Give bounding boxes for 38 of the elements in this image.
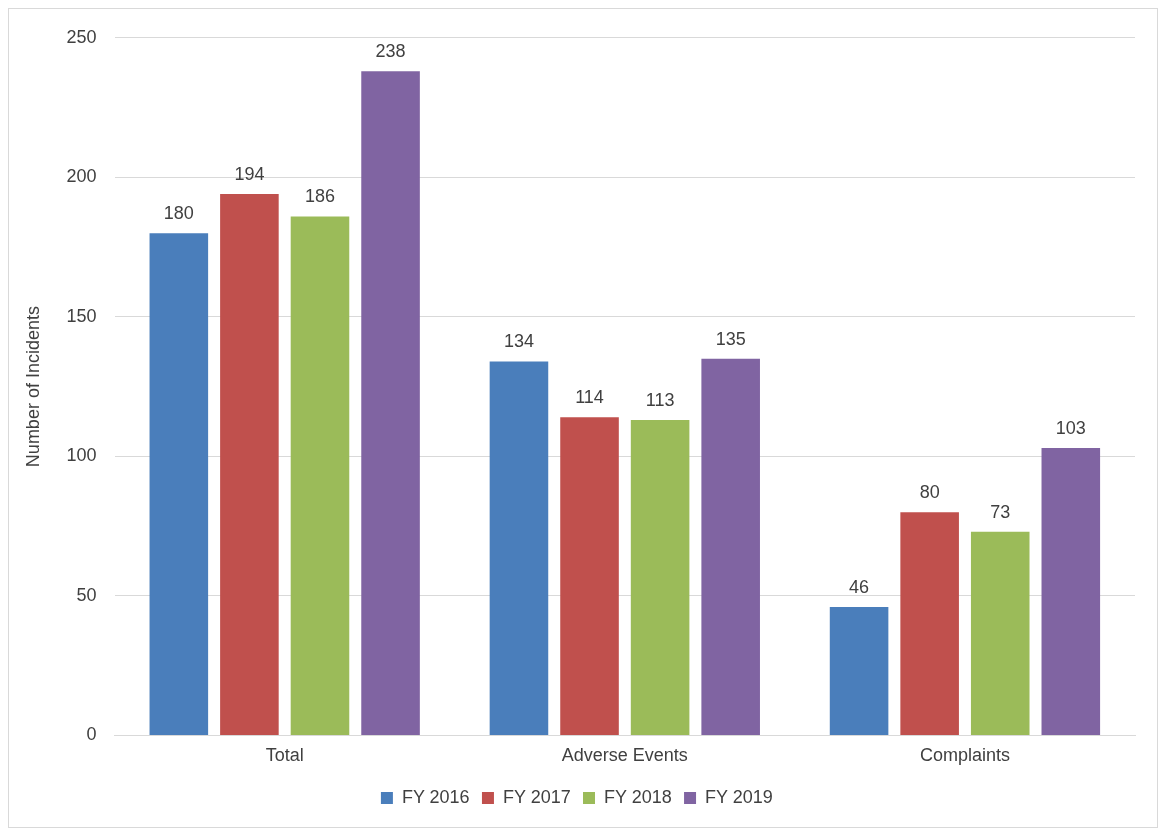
data-label: 186 [304,186,335,207]
y-tick-label: 250 [66,26,97,47]
bar [290,216,350,735]
legend-label: FY 2019 [705,786,773,807]
data-label: 135 [715,328,746,349]
bar [900,512,959,735]
bar [149,233,209,735]
legend-label: FY 2018 [604,786,672,807]
legend-label: FY 2017 [502,786,571,807]
data-label: 180 [163,203,194,224]
data-label: 134 [503,331,534,352]
data-label: 80 [919,482,940,503]
bar [361,71,420,735]
bar [829,607,889,735]
y-tick-label: 150 [66,305,97,326]
bar [630,420,690,735]
data-label: 103 [1055,417,1086,438]
x-tick-label: Complaints [919,745,1010,766]
bar [489,361,549,735]
y-tick-label: 50 [76,584,97,605]
data-label: 113 [645,390,675,411]
legend-label: FY 2016 [401,786,470,807]
x-tick-label: Total [265,745,304,766]
y-axis-title: Number of Incidents [22,306,43,468]
bar [970,531,1030,735]
y-tick-label: 0 [86,724,97,745]
bar [560,417,619,735]
bar [220,194,279,735]
data-label: 238 [375,41,406,62]
data-label: 194 [234,164,265,185]
data-label: 73 [990,501,1011,522]
y-tick-label: 100 [66,445,97,466]
data-label: 114 [575,387,604,408]
bar [1041,447,1101,735]
y-tick-label: 200 [66,166,97,187]
bar [701,358,760,735]
x-tick-label: Adverse Events [561,745,688,766]
data-label: 46 [849,577,870,598]
